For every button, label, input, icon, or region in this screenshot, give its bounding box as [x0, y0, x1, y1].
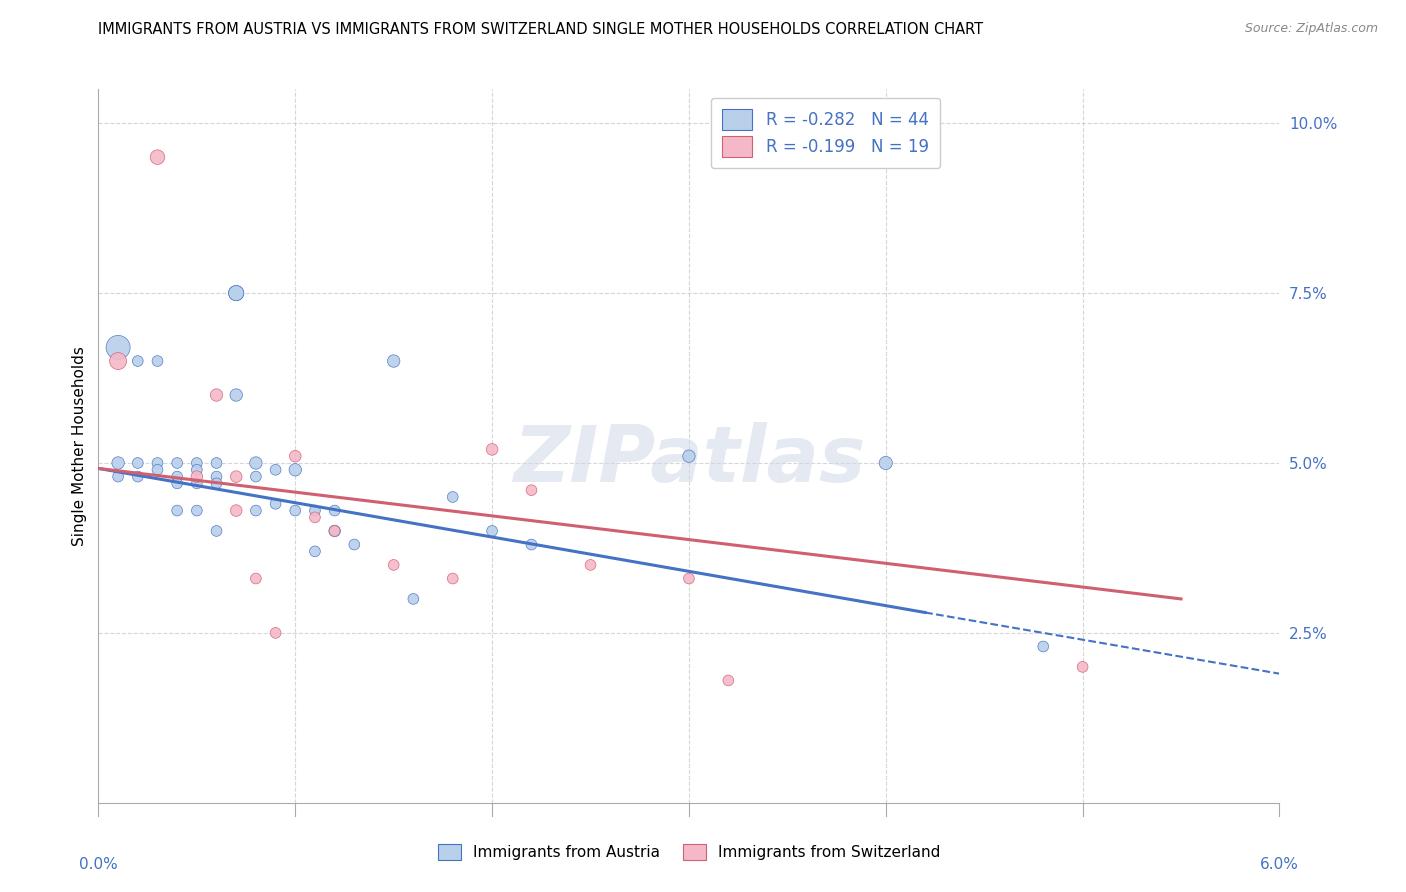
- Point: [186, 456, 208, 470]
- Point: [166, 503, 188, 517]
- Point: [127, 354, 149, 368]
- Point: [205, 456, 228, 470]
- Text: 6.0%: 6.0%: [1260, 857, 1299, 872]
- Point: [245, 469, 267, 483]
- Legend: Immigrants from Austria, Immigrants from Switzerland: Immigrants from Austria, Immigrants from…: [432, 838, 946, 866]
- Point: [264, 626, 287, 640]
- Point: [166, 469, 188, 483]
- Point: [520, 483, 543, 498]
- Point: [323, 503, 346, 517]
- Point: [186, 503, 208, 517]
- Point: [382, 354, 405, 368]
- Point: [304, 503, 326, 517]
- Point: [264, 497, 287, 511]
- Point: [127, 456, 149, 470]
- Text: IMMIGRANTS FROM AUSTRIA VS IMMIGRANTS FROM SWITZERLAND SINGLE MOTHER HOUSEHOLDS : IMMIGRANTS FROM AUSTRIA VS IMMIGRANTS FR…: [98, 22, 984, 37]
- Point: [1032, 640, 1054, 654]
- Point: [146, 456, 169, 470]
- Point: [323, 524, 346, 538]
- Point: [186, 476, 208, 491]
- Point: [343, 537, 366, 551]
- Point: [284, 503, 307, 517]
- Point: [304, 510, 326, 524]
- Point: [678, 572, 700, 586]
- Point: [107, 469, 129, 483]
- Point: [579, 558, 602, 572]
- Point: [245, 456, 267, 470]
- Y-axis label: Single Mother Households: Single Mother Households: [72, 346, 87, 546]
- Point: [225, 286, 247, 301]
- Text: Source: ZipAtlas.com: Source: ZipAtlas.com: [1244, 22, 1378, 36]
- Point: [520, 537, 543, 551]
- Point: [284, 449, 307, 463]
- Point: [481, 442, 503, 457]
- Point: [382, 558, 405, 572]
- Point: [264, 463, 287, 477]
- Point: [205, 469, 228, 483]
- Text: 0.0%: 0.0%: [79, 857, 118, 872]
- Point: [107, 456, 129, 470]
- Point: [225, 469, 247, 483]
- Point: [225, 503, 247, 517]
- Point: [205, 388, 228, 402]
- Point: [441, 490, 464, 504]
- Point: [441, 572, 464, 586]
- Point: [245, 503, 267, 517]
- Point: [146, 463, 169, 477]
- Point: [225, 388, 247, 402]
- Point: [717, 673, 740, 688]
- Point: [1071, 660, 1094, 674]
- Point: [225, 286, 247, 301]
- Point: [245, 572, 267, 586]
- Point: [107, 341, 129, 355]
- Point: [166, 476, 188, 491]
- Point: [481, 524, 503, 538]
- Point: [284, 463, 307, 477]
- Point: [166, 456, 188, 470]
- Point: [146, 354, 169, 368]
- Point: [205, 476, 228, 491]
- Point: [127, 469, 149, 483]
- Point: [146, 150, 169, 164]
- Point: [186, 469, 208, 483]
- Point: [304, 544, 326, 558]
- Point: [205, 524, 228, 538]
- Point: [323, 524, 346, 538]
- Point: [678, 449, 700, 463]
- Point: [186, 463, 208, 477]
- Point: [402, 591, 425, 606]
- Text: ZIPatlas: ZIPatlas: [513, 422, 865, 499]
- Point: [875, 456, 897, 470]
- Point: [107, 354, 129, 368]
